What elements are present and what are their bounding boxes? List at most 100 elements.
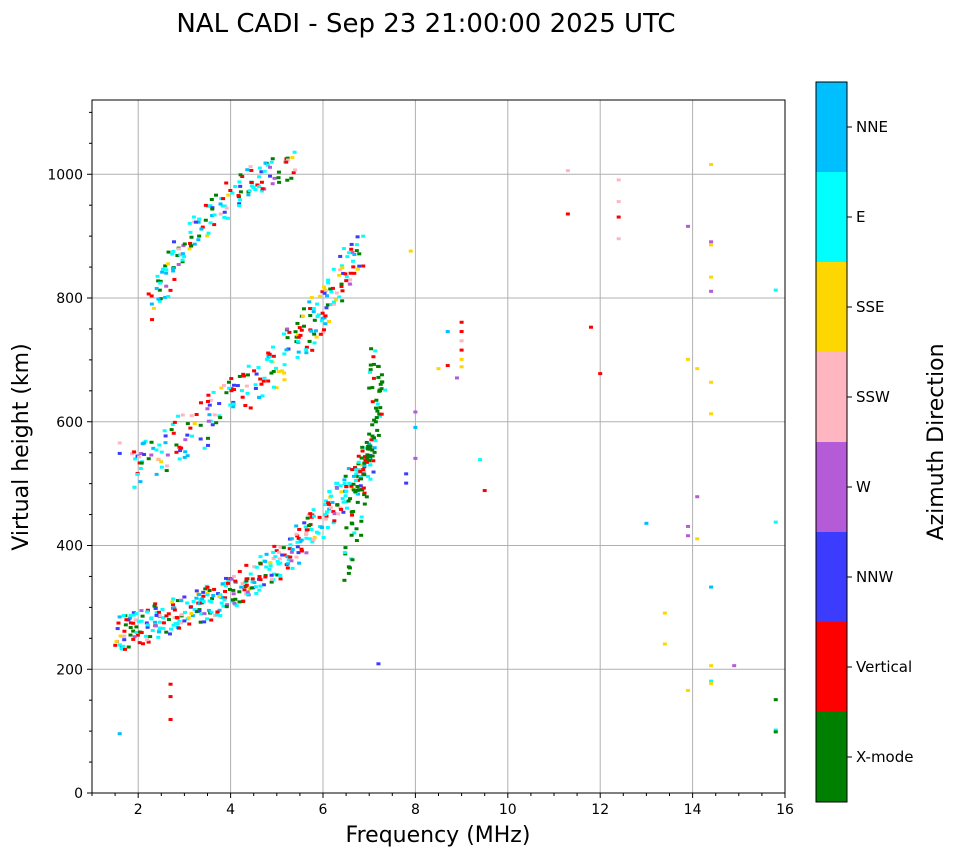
- echo-point: [131, 637, 136, 641]
- echo-point: [194, 589, 199, 593]
- echo-point: [145, 638, 150, 642]
- echo-point: [329, 303, 334, 307]
- echo-point: [370, 386, 375, 390]
- echo-point: [358, 484, 363, 488]
- echo-point: [201, 590, 206, 594]
- echo-point: [122, 647, 127, 651]
- echo-point: [163, 295, 168, 299]
- echo-point: [168, 695, 173, 699]
- echo-point: [207, 599, 212, 603]
- echo-point: [287, 330, 292, 334]
- echo-point: [218, 212, 223, 216]
- echo-point: [223, 584, 228, 588]
- x-tick-label: 2: [134, 802, 143, 818]
- echo-point: [275, 560, 280, 564]
- echo-point: [248, 406, 253, 410]
- echo-point: [230, 191, 235, 195]
- echo-point: [128, 633, 133, 637]
- echo-point: [339, 284, 344, 288]
- echo-point: [240, 175, 245, 179]
- echo-point: [310, 540, 315, 544]
- echo-point: [709, 240, 714, 244]
- echo-point: [482, 489, 487, 493]
- echo-point: [459, 339, 464, 343]
- echo-point: [347, 481, 352, 485]
- echo-point: [156, 610, 161, 614]
- echo-point: [168, 682, 173, 686]
- echo-point: [258, 377, 263, 381]
- echo-point: [128, 621, 133, 625]
- echo-point: [685, 224, 690, 228]
- x-tick-label: 14: [684, 802, 702, 818]
- echo-point: [249, 181, 254, 185]
- echo-point: [344, 275, 349, 279]
- echo-point: [285, 562, 290, 566]
- echo-point: [151, 306, 156, 310]
- echo-point: [271, 354, 276, 358]
- echo-point: [188, 426, 193, 430]
- echo-point: [124, 618, 129, 622]
- echo-point: [241, 599, 246, 603]
- echo-point: [341, 247, 346, 251]
- colorbar-label-w: W: [856, 478, 871, 496]
- echo-point: [350, 513, 355, 517]
- echo-point: [203, 218, 208, 222]
- echo-point: [376, 375, 381, 379]
- echo-point: [140, 614, 145, 618]
- echo-point: [145, 623, 150, 627]
- echo-point: [237, 590, 242, 594]
- echo-point: [324, 294, 329, 298]
- echo-point: [190, 614, 195, 618]
- echo-point: [321, 328, 326, 332]
- echo-point: [332, 512, 337, 516]
- echo-point: [226, 578, 231, 582]
- echo-point: [212, 587, 217, 591]
- echo-point: [244, 384, 249, 388]
- echo-point: [131, 629, 136, 633]
- echo-point: [149, 294, 154, 298]
- echo-point: [297, 561, 302, 565]
- colorbar-segment: [816, 532, 847, 622]
- colorbar-segment: [816, 82, 847, 172]
- echo-point: [459, 348, 464, 352]
- echo-point: [368, 368, 373, 372]
- colorbar-label-x-mode: X-mode: [856, 748, 913, 766]
- echo-point: [364, 440, 369, 444]
- echo-point: [404, 472, 409, 476]
- y-tick-label: 0: [74, 786, 83, 802]
- echo-point: [355, 488, 360, 492]
- echo-point: [274, 366, 279, 370]
- echo-point: [347, 251, 352, 255]
- echo-point: [198, 620, 203, 624]
- echo-point: [227, 386, 232, 390]
- echo-point: [260, 187, 265, 191]
- echo-point: [145, 610, 150, 614]
- azimuth-colorbar: X-mode Vertical NNW W SSW SSE E NNE: [815, 81, 913, 803]
- echo-point: [278, 577, 283, 581]
- echo-point: [349, 533, 354, 537]
- echo-point: [302, 521, 307, 525]
- echo-point: [185, 422, 190, 426]
- echo-point: [367, 370, 372, 374]
- echo-point: [181, 244, 186, 248]
- echo-point: [320, 311, 325, 315]
- echo-point: [341, 500, 346, 504]
- echo-point: [219, 595, 224, 599]
- echo-point: [370, 454, 375, 458]
- echo-point: [354, 539, 359, 543]
- echo-point: [205, 399, 210, 403]
- echo-point: [217, 595, 222, 599]
- colorbar-segment: [816, 622, 847, 712]
- echo-point: [256, 184, 261, 188]
- echo-point: [362, 493, 367, 497]
- echo-point: [205, 436, 210, 440]
- echo-point: [231, 402, 236, 406]
- echo-point: [164, 268, 169, 272]
- echo-point: [335, 503, 340, 507]
- echo-point: [138, 480, 143, 484]
- echo-point: [356, 454, 361, 458]
- echo-point: [312, 341, 317, 345]
- echo-point: [259, 189, 264, 193]
- echo-point: [175, 599, 180, 603]
